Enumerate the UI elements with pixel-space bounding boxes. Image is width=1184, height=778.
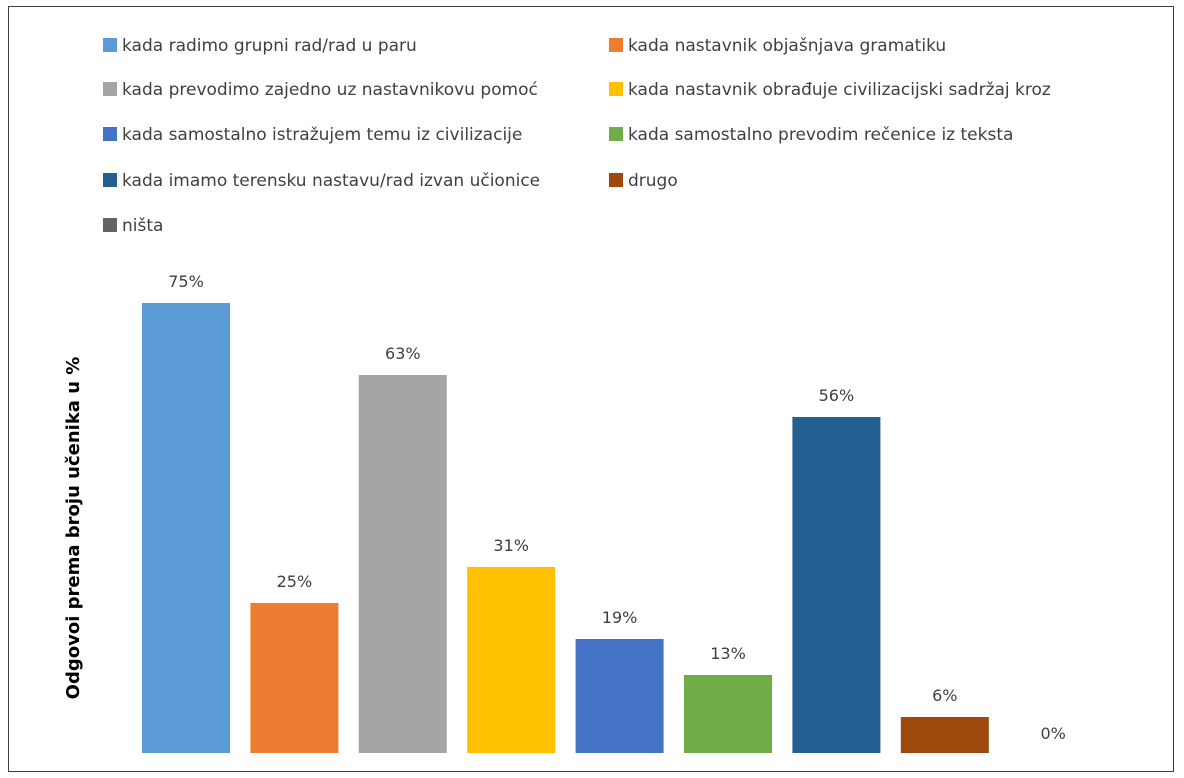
legend-label-6: kada samostalno prevodim rečenice iz tek… [628, 125, 1013, 145]
legend-label-1: kada radimo grupni rad/rad u paru [122, 36, 417, 56]
chart-legend: kada radimo grupni rad/rad u paru kada na… [103, 36, 1051, 236]
data-label-7: 56% [819, 386, 855, 405]
data-label-8: 6% [932, 686, 957, 705]
legend-label-3: kada prevodimo zajedno uz nastavnikovu p… [122, 80, 538, 100]
legend-swatch-8 [609, 173, 623, 187]
chart-bars [142, 303, 989, 753]
legend-label-8: drugo [628, 171, 678, 191]
legend-swatch-7 [103, 173, 117, 187]
data-label-5: 19% [602, 608, 638, 627]
data-label-6: 13% [710, 644, 746, 663]
data-label-1: 75% [168, 272, 204, 291]
chart-data-labels: 75% 25% 63% 31% 19% 13% 56% 6% 0% [168, 272, 1066, 743]
data-label-4: 31% [493, 536, 529, 555]
data-label-2: 25% [277, 572, 313, 591]
legend-swatch-3 [103, 82, 117, 96]
legend-label-9: ništa [122, 216, 163, 236]
data-label-9: 0% [1041, 724, 1066, 743]
legend-label-2: kada nastavnik objašnjava gramatiku [628, 36, 946, 56]
data-label-3: 63% [385, 344, 421, 363]
bar-7 [792, 417, 881, 753]
legend-label-4: kada nastavnik obrađuje civilizacijski s… [628, 80, 1051, 100]
legend-swatch-1 [103, 38, 117, 52]
bar-5 [575, 639, 664, 753]
y-axis-title: Odgovoi prema broju učenika u % [63, 357, 84, 700]
legend-swatch-2 [609, 38, 623, 52]
bar-1 [142, 303, 230, 753]
bar-2 [250, 603, 339, 753]
legend-swatch-4 [609, 82, 623, 96]
bar-6 [684, 675, 772, 753]
legend-swatch-9 [103, 218, 117, 232]
bar-3 [358, 375, 447, 753]
legend-swatch-5 [103, 127, 117, 141]
legend-swatch-6 [609, 127, 623, 141]
bar-4 [467, 567, 556, 753]
legend-label-7: kada imamo terensku nastavu/rad izvan uč… [122, 171, 540, 191]
legend-label-5: kada samostalno istražujem temu iz civil… [122, 125, 522, 145]
bar-8 [900, 717, 989, 753]
